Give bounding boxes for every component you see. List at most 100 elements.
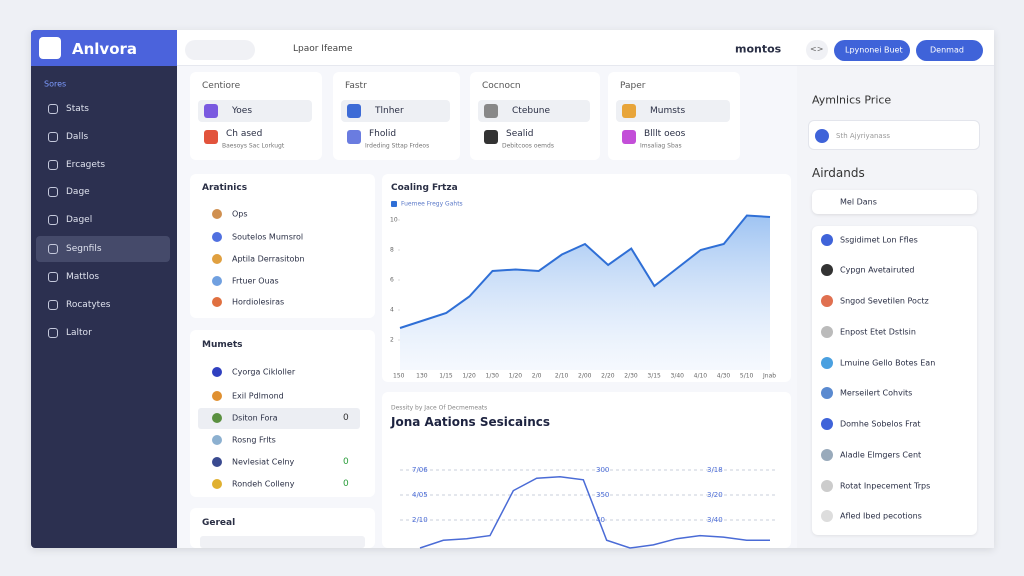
list-item: Frtuer Ouas [232, 276, 279, 286]
nav-item[interactable]: Stats [66, 104, 89, 114]
nav-item[interactable]: Dage [66, 187, 90, 197]
card-icon [622, 104, 636, 118]
chart-subtitle: Dessity by Jace Of Decmemeats [391, 404, 488, 412]
list-item[interactable]: Enpost Etet Dstlsin [840, 327, 916, 337]
dropdown-text: Mel Dans [840, 197, 877, 207]
item-icon [212, 479, 222, 489]
panel-title: Aymlnics Price [812, 93, 892, 107]
search-box[interactable] [808, 120, 980, 150]
nav-item[interactable]: Ercagets [66, 160, 106, 170]
x-tick-label: 1/30 [485, 372, 499, 380]
sidebar [31, 30, 177, 548]
card-icon [484, 130, 498, 144]
card-icon [204, 104, 218, 118]
x-tick-label: 2/20 [601, 372, 615, 380]
nav-icon [48, 160, 58, 170]
list-item[interactable]: Afled Ibed pecotions [840, 511, 922, 521]
analytics-panel [190, 174, 375, 318]
list-item: Exil Pdlmond [232, 391, 284, 401]
primary-button[interactable] [916, 40, 983, 61]
card-sub: Debitcoos oemds [502, 142, 554, 150]
list-item: Nevlesiat Celny [232, 457, 295, 467]
input[interactable] [200, 536, 365, 548]
x-tick-label: 1/20 [508, 372, 523, 380]
nav-item[interactable]: Rocatytes [66, 300, 111, 310]
item-icon [821, 510, 833, 522]
card-row-text: Yoes [232, 106, 253, 116]
card-header: Fastr [345, 81, 367, 91]
card-header: Centiore [202, 81, 241, 91]
legend-label: Fuemee Fregy Gahts [401, 200, 463, 208]
x-tick-label: 2/30 [624, 372, 638, 380]
menu-button[interactable] [185, 40, 255, 60]
toggle-button[interactable] [806, 40, 828, 60]
card-title: Blllt oeos [644, 129, 686, 139]
item-icon [821, 234, 833, 246]
dropdown[interactable] [812, 190, 977, 214]
panel-title: Aratinics [202, 183, 248, 193]
nav-icon [48, 272, 58, 282]
list-item[interactable]: Domhe Sobelos Frat [840, 419, 921, 429]
area [400, 215, 770, 370]
item-icon [821, 418, 833, 430]
axis-label: 7/06 [412, 466, 428, 474]
card-icon [347, 104, 361, 118]
item-icon [212, 413, 222, 423]
list-item[interactable]: Merseilert Cohvits [840, 388, 913, 398]
nav-icon [48, 244, 58, 254]
card-row [478, 100, 590, 122]
nav-item[interactable]: Mattlos [66, 272, 100, 282]
card-header: Paper [620, 81, 646, 91]
x-tick-label: 2/0 [531, 372, 542, 380]
item-icon [212, 457, 222, 467]
logo [39, 37, 61, 59]
list-item[interactable]: Cypgn Avetairuted [840, 265, 915, 275]
list-item: Rosng Frlts [232, 435, 276, 445]
search-text: Lpaor Ifeame [293, 44, 353, 54]
list-item[interactable]: Lmuine Gello Botes Ean [840, 358, 936, 368]
axis-label: 3/20 [707, 491, 723, 499]
list-item: Hordiolesiras [232, 297, 285, 307]
x-tick-label: 3/40 [670, 372, 684, 380]
x-tick-label: 150 [393, 372, 405, 380]
axis-label: 2/10 [412, 516, 428, 524]
y-tick-label: 4 [390, 306, 394, 314]
item-icon [821, 480, 833, 492]
card-row [616, 100, 730, 122]
card-row [341, 100, 450, 122]
item-icon [212, 435, 222, 445]
card-sub: Imsaliag Sbas [640, 142, 682, 150]
card-icon [622, 130, 636, 144]
legend-swatch [391, 201, 397, 207]
axis-label: 3/18 [707, 466, 723, 474]
primary-button[interactable] [834, 40, 910, 61]
card-title: Ch ased [226, 129, 263, 139]
list-item[interactable]: Aladle Elmgers Cent [840, 450, 922, 460]
nav-icon [48, 132, 58, 142]
count: 0 [343, 457, 349, 467]
chart-title: Jona Aations Sesicaincs [391, 415, 551, 429]
row-highlight [198, 408, 360, 429]
x-tick-label: 130 [416, 372, 428, 380]
list-item: Soutelos Mumsrol [232, 232, 304, 242]
nav-item[interactable]: Laltor [66, 328, 92, 338]
section-label: Sores [44, 79, 67, 89]
axis-label: 300 [596, 466, 610, 474]
nav-item[interactable]: Dagel [66, 215, 93, 225]
line [399, 214, 771, 329]
x-tick-label: Jnab [763, 372, 777, 380]
list-item[interactable]: Rotat Inpecement Trps [840, 481, 931, 491]
item-icon [821, 264, 833, 276]
list-item[interactable]: Sngod Sevetilen Poctz [840, 296, 929, 306]
panel-title: Gereal [202, 518, 236, 528]
card-sub: Baesoys Sac Lorkugt [222, 142, 285, 150]
list-item[interactable]: Ssgidimet Lon Ffles [840, 235, 918, 245]
card-sub: Irdeding Sttap Frdeos [365, 142, 430, 150]
button-text: Lpynonei Buet [845, 45, 903, 55]
nav-item[interactable]: Segnfils [66, 244, 102, 254]
item-icon [212, 367, 222, 377]
nav-item[interactable]: Dalls [66, 132, 89, 142]
x-tick-label: 3/15 [647, 372, 661, 380]
